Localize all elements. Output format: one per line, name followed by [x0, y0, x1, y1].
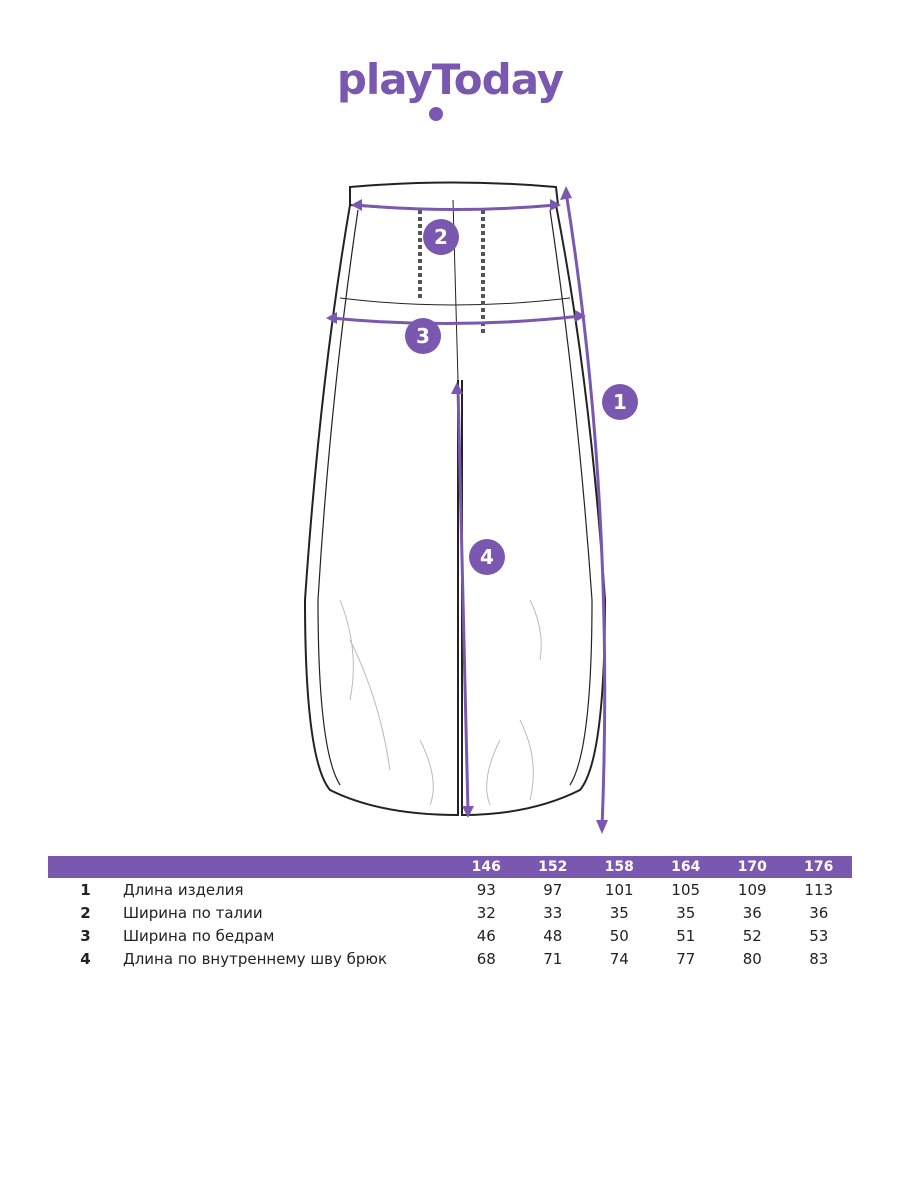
- measurement-value: 68: [476, 949, 496, 968]
- marker-3: 3: [416, 324, 430, 348]
- measurement-value: 35: [609, 903, 629, 922]
- measurement-value: 71: [543, 949, 563, 968]
- playtoday-logo: playToday: [337, 55, 565, 121]
- fabric-folds: [339, 599, 542, 806]
- measurement-value: 93: [476, 880, 496, 899]
- size-table-header: 146 152 158 164 170 176: [48, 856, 852, 878]
- measure-arrow-length: [564, 191, 607, 829]
- size-table: 146 152 158 164 170 176 1 Длина изделия 93…: [48, 856, 852, 970]
- measurement-value: 48: [543, 926, 563, 945]
- size-header: 170: [737, 859, 767, 875]
- measurement-value: 35: [676, 903, 696, 922]
- measurement-value: 51: [676, 926, 696, 945]
- measure-arrow-hips: [330, 314, 582, 326]
- measurement-label: Длина изделия: [123, 880, 244, 899]
- measurement-value: 101: [604, 880, 634, 899]
- measurement-label: Ширина по бедрам: [123, 926, 275, 945]
- measurement-value: 80: [742, 949, 762, 968]
- svg-text:playToday: playToday: [337, 55, 564, 104]
- table-row: 4 Длина по внутреннему шву брюк 68 71 74 77 80…: [48, 947, 852, 970]
- measurement-value: 36: [809, 903, 829, 922]
- measurement-value: 52: [742, 926, 762, 945]
- table-row: 1 Длина изделия 93 97 101 105 109 113: [48, 878, 852, 901]
- measurement-value: 36: [742, 903, 762, 922]
- marker-4: 4: [480, 545, 494, 569]
- measurement-value: 97: [543, 880, 563, 899]
- measurement-value: 77: [676, 949, 696, 968]
- measurement-value: 32: [476, 903, 496, 922]
- pants-outline: [303, 181, 607, 817]
- marker-1: 1: [613, 390, 627, 414]
- size-header: 146: [471, 859, 501, 875]
- size-header: 152: [538, 859, 568, 875]
- measure-arrow-waist: [355, 203, 557, 211]
- measurement-label: Длина по внутреннему шву брюк: [123, 949, 388, 968]
- table-row: 2 Ширина по талии 32 33 35 35 36 36: [48, 901, 852, 924]
- measurement-value: 53: [809, 926, 829, 945]
- measurement-value: 105: [671, 880, 701, 899]
- row-number: 3: [80, 926, 91, 945]
- row-number: 4: [80, 949, 91, 968]
- marker-2: 2: [434, 225, 448, 249]
- measure-markers: 1 2 3 4: [405, 219, 638, 575]
- measurement-value: 46: [476, 926, 496, 945]
- measurement-value: 113: [804, 880, 834, 899]
- row-number: 1: [80, 880, 91, 899]
- measurement-value: 83: [809, 949, 829, 968]
- size-header: 158: [604, 859, 634, 875]
- row-number: 2: [80, 903, 91, 922]
- measurement-label: Ширина по талии: [123, 903, 263, 922]
- table-row: 3 Ширина по бедрам 46 48 50 51 52 53: [48, 924, 852, 947]
- size-header: 176: [804, 859, 834, 875]
- measurement-value: 50: [609, 926, 629, 945]
- measurement-value: 33: [543, 903, 563, 922]
- size-header: 164: [671, 859, 701, 875]
- measurement-value: 74: [609, 949, 629, 968]
- pants-diagram: 1 2 3 4: [303, 181, 638, 834]
- measure-arrow-inseam: [456, 387, 470, 813]
- measurement-value: 109: [737, 880, 767, 899]
